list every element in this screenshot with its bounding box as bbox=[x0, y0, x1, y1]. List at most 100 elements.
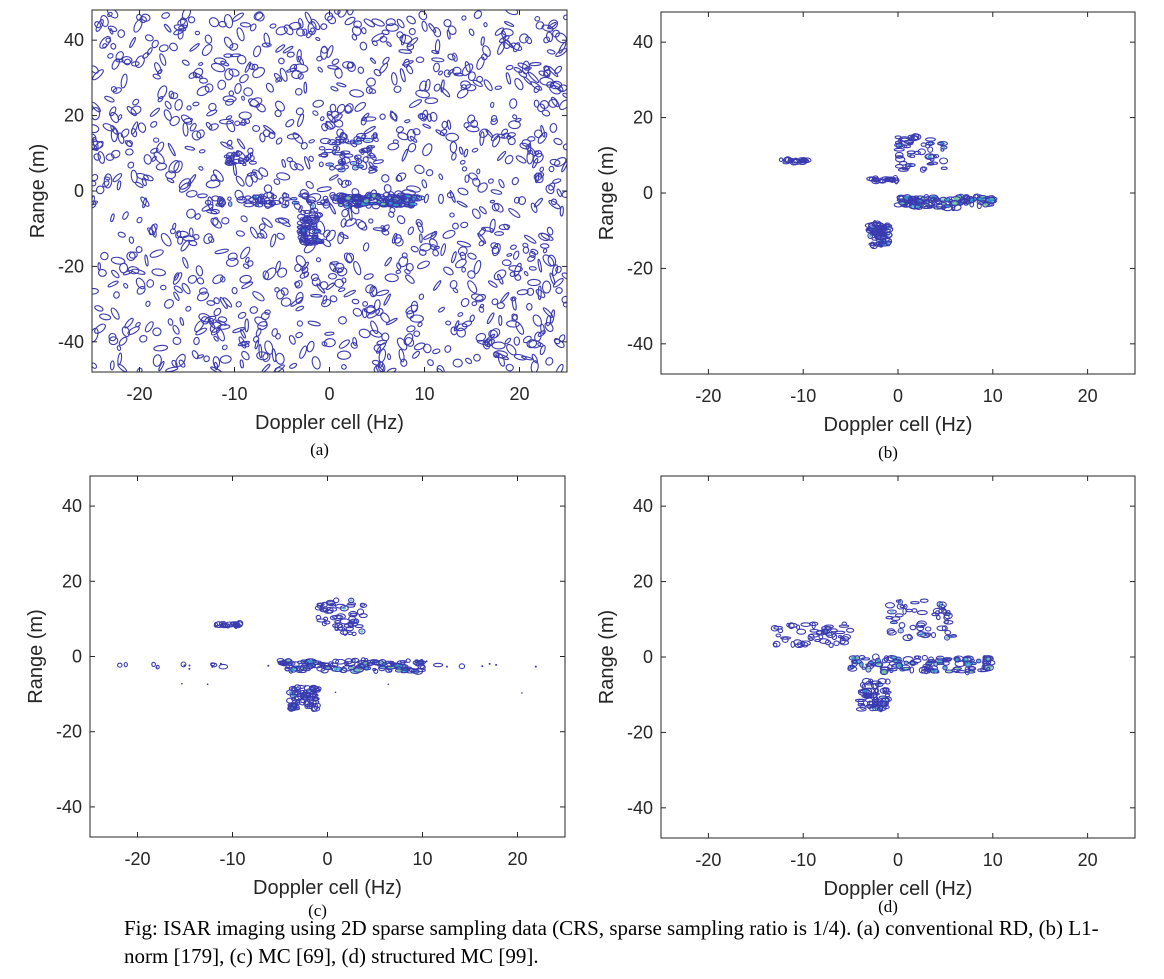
noise-contour bbox=[226, 120, 236, 133]
target-contour bbox=[335, 658, 346, 665]
noise-contour bbox=[379, 113, 386, 120]
target-peak bbox=[353, 166, 357, 169]
target-contour bbox=[330, 194, 338, 201]
noise-dot bbox=[206, 683, 209, 685]
target-contour bbox=[838, 624, 850, 628]
target-peak bbox=[396, 669, 402, 672]
target-contour bbox=[300, 227, 307, 234]
target-contour bbox=[944, 629, 952, 636]
target-contour bbox=[305, 214, 317, 220]
noise-contour bbox=[326, 45, 334, 59]
noise-contour bbox=[254, 339, 260, 350]
target-contour bbox=[359, 603, 368, 609]
target-contour bbox=[225, 623, 231, 629]
noise-contour bbox=[218, 20, 227, 28]
noise-contour bbox=[310, 18, 321, 31]
noise-contour bbox=[401, 148, 409, 162]
noise-contour bbox=[249, 226, 259, 239]
target-contour bbox=[358, 628, 366, 635]
noise-contour bbox=[549, 84, 562, 95]
noise-contour bbox=[144, 254, 149, 267]
noise-contour bbox=[412, 128, 421, 136]
target-peak bbox=[311, 204, 315, 208]
noise-contour bbox=[461, 320, 473, 328]
noise-contour bbox=[464, 61, 471, 73]
target-peak bbox=[919, 633, 924, 636]
noise-contour bbox=[473, 10, 483, 19]
noise-contour bbox=[275, 260, 281, 273]
target-peak bbox=[945, 636, 949, 639]
noise-contour bbox=[152, 327, 162, 337]
noise-contour bbox=[539, 166, 545, 173]
target-contour bbox=[818, 634, 824, 640]
noise-contour bbox=[433, 280, 442, 291]
noise-contour bbox=[281, 158, 287, 168]
noise-contour bbox=[456, 88, 469, 99]
target-contour bbox=[893, 147, 905, 152]
noise-contour bbox=[337, 231, 345, 245]
noise-contour bbox=[541, 24, 554, 32]
noise-contour bbox=[540, 323, 545, 335]
noise-contour bbox=[236, 54, 247, 65]
noise-contour bbox=[181, 59, 190, 66]
noise-contour bbox=[167, 318, 174, 326]
noise-contour bbox=[241, 95, 245, 101]
noise-contour bbox=[331, 58, 340, 66]
noise-contour bbox=[92, 124, 100, 134]
target-contour bbox=[306, 199, 316, 203]
noise-contour bbox=[460, 297, 470, 308]
noise-contour bbox=[221, 344, 228, 351]
noise-contour bbox=[191, 350, 199, 360]
noise-contour bbox=[274, 100, 286, 112]
noise-contour bbox=[494, 27, 505, 36]
target-contour bbox=[297, 684, 306, 689]
noise-contour bbox=[476, 56, 485, 70]
target-contour bbox=[841, 621, 848, 627]
noise-contour bbox=[193, 233, 200, 240]
noise-contour bbox=[128, 236, 135, 244]
noise-contour bbox=[168, 90, 175, 99]
target-contour bbox=[371, 202, 381, 210]
noise-contour bbox=[194, 319, 205, 333]
noise-contour bbox=[203, 355, 210, 363]
target-contour bbox=[270, 201, 275, 207]
noise-contour bbox=[146, 279, 155, 288]
target-peak bbox=[365, 139, 371, 142]
noise-contour bbox=[535, 21, 545, 30]
noise-contour bbox=[116, 180, 122, 191]
noise-contour bbox=[198, 77, 209, 84]
noise-contour bbox=[530, 360, 539, 372]
y-axis-label: Range (m) bbox=[596, 146, 618, 240]
noise-contour bbox=[385, 18, 396, 27]
target-contour bbox=[937, 141, 945, 146]
noise-contour bbox=[330, 86, 339, 92]
noise-contour bbox=[407, 226, 415, 236]
noise-contour bbox=[186, 208, 196, 219]
target-contour bbox=[343, 195, 353, 202]
noise-contour bbox=[302, 28, 308, 36]
noise-contour bbox=[329, 295, 338, 303]
noise-dot bbox=[445, 665, 448, 668]
noise-contour bbox=[417, 260, 430, 270]
noise-contour bbox=[188, 227, 194, 238]
noise-contour bbox=[383, 293, 392, 306]
target-contour bbox=[349, 612, 358, 616]
noise-contour bbox=[92, 288, 99, 295]
noise-contour bbox=[533, 197, 544, 208]
noise-contour bbox=[239, 73, 249, 84]
target-peak bbox=[955, 658, 959, 662]
noise-contour bbox=[276, 172, 291, 181]
target-contour bbox=[384, 660, 395, 664]
target-contour bbox=[335, 613, 346, 620]
noise-contour bbox=[304, 11, 313, 25]
noise-dot bbox=[387, 683, 390, 686]
noise-contour bbox=[273, 178, 281, 185]
noise-contour bbox=[503, 21, 515, 27]
target-contour bbox=[366, 661, 373, 667]
target-contour bbox=[281, 193, 290, 199]
noise-contour bbox=[154, 62, 162, 75]
noise-contour bbox=[509, 244, 517, 250]
target-contour bbox=[940, 148, 945, 152]
x-tick-label: 10 bbox=[983, 386, 1003, 406]
noise-contour bbox=[422, 123, 432, 129]
